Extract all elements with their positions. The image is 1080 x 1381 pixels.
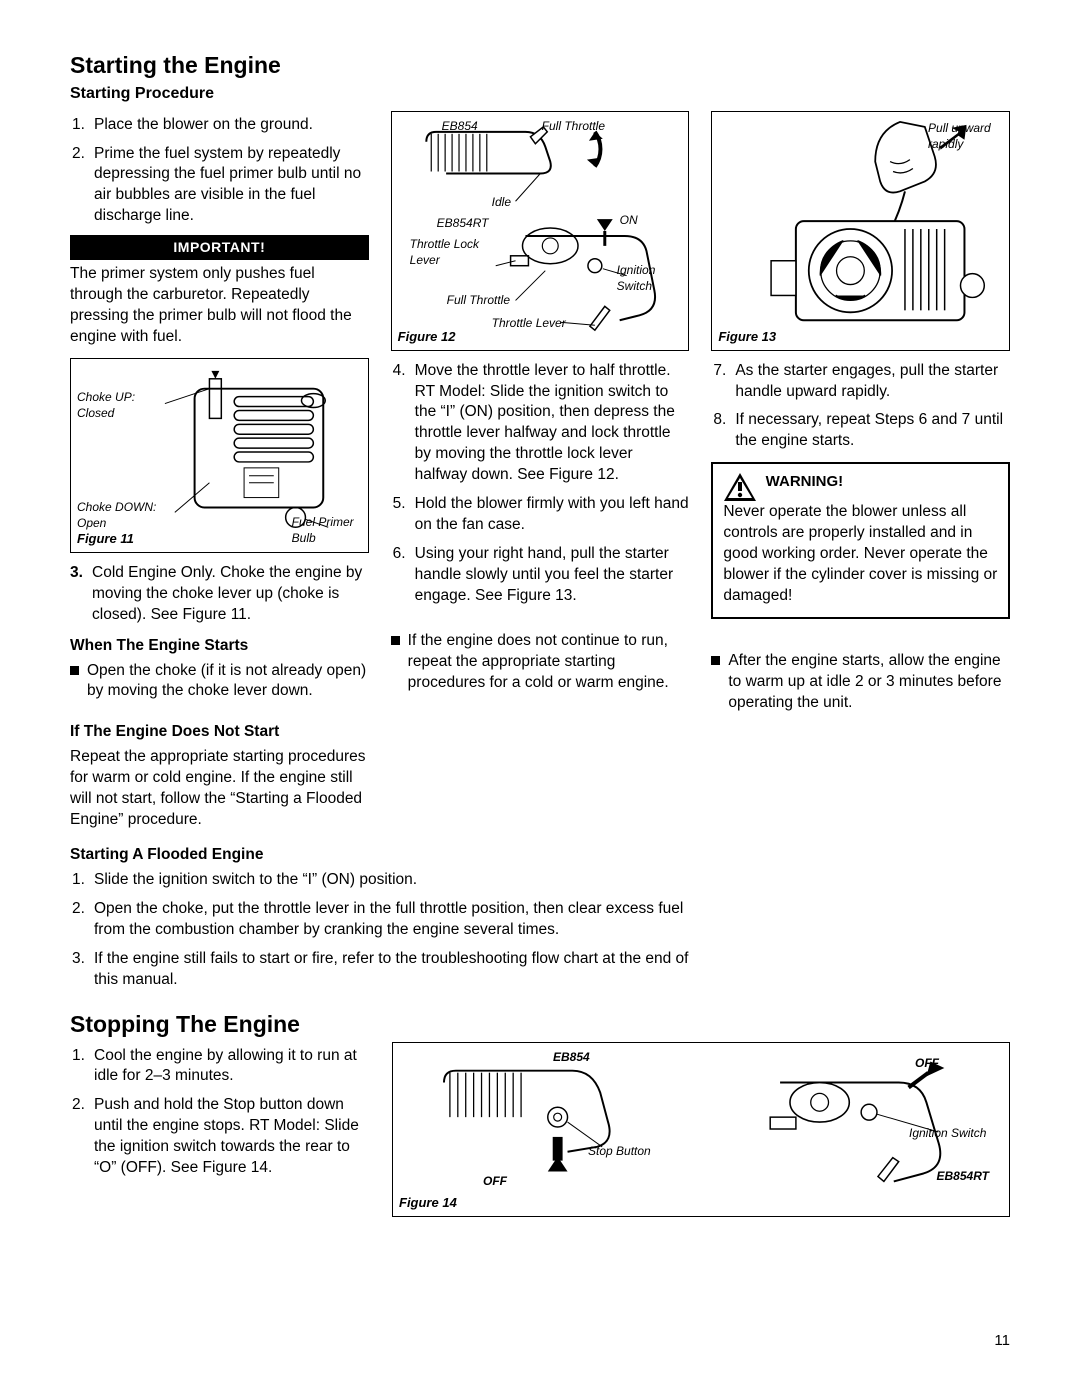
starting-steps-col2: 4.Move the throttle lever to half thrott… xyxy=(391,361,690,607)
three-column-layout: 1.Place the blower on the ground. 2.Prim… xyxy=(70,111,1010,831)
fig14-eb854rt: EB854RT xyxy=(937,1168,989,1184)
fig11-caption: Figure 11 xyxy=(77,530,134,548)
list-item: 3.If the engine still fails to start or … xyxy=(70,949,710,991)
when-engine-starts-title: When The Engine Starts xyxy=(70,636,369,657)
warning-header-row: WARNING! xyxy=(723,472,998,502)
stopping-steps-col: 1.Cool the engine by allowing it to run … xyxy=(70,1042,370,1227)
warning-text: Never operate the blower unless all cont… xyxy=(723,503,997,604)
section-subtitle: Starting Procedure xyxy=(70,83,1010,105)
list-item: 7.As the starter engages, pull the start… xyxy=(711,361,1010,403)
section-title: Stopping The Engine xyxy=(70,1009,1010,1040)
list-item: 4.Move the throttle lever to half thrott… xyxy=(391,361,690,487)
fig13-pull: Pull upward rapidly xyxy=(928,120,1003,152)
step3-number: 3. xyxy=(70,563,92,626)
fig11-choke-up: Choke UP: Closed xyxy=(77,389,157,421)
list-item: 2.Push and hold the Stop button down unt… xyxy=(70,1095,370,1179)
figure-14-container: EB854 OFF Stop Button OFF Ignition Switc… xyxy=(392,1042,1010,1227)
figure-11: Choke UP: Closed Choke DOWN: Open Fuel P… xyxy=(70,358,369,553)
bullet-square-icon xyxy=(391,636,400,645)
figure-13: Pull upward rapidly Figure 13 xyxy=(711,111,1010,351)
engine-not-start-text: Repeat the appropriate starting procedur… xyxy=(70,747,369,831)
list-item: 2.Prime the fuel system by repeatedly de… xyxy=(70,144,369,228)
warning-triangle-icon xyxy=(723,472,757,502)
fig12-eb854: EB854 xyxy=(442,118,478,134)
bullet-item: If the engine does not continue to run, … xyxy=(391,631,690,694)
list-item: 1.Cool the engine by allowing it to run … xyxy=(70,1046,370,1088)
fig12-idle: Idle xyxy=(492,194,511,210)
fig11-fuel-primer: Fuel Primer Bulb xyxy=(292,514,362,546)
warning-box: WARNING! Never operate the blower unless… xyxy=(711,462,1010,619)
list-item: 1.Place the blower on the ground. xyxy=(70,115,369,136)
fig14-caption: Figure 14 xyxy=(399,1194,457,1212)
fig12-on: ON xyxy=(620,212,638,228)
list-item: 1.Slide the ignition switch to the “I” (… xyxy=(70,870,710,891)
list-item: 5.Hold the blower firmly with you left h… xyxy=(391,494,690,536)
fig14-stop-button: Stop Button xyxy=(588,1143,651,1159)
bullet-square-icon xyxy=(70,666,79,675)
fig13-caption: Figure 13 xyxy=(718,328,776,346)
bullet-square-icon xyxy=(711,656,720,665)
fig14-off2: OFF xyxy=(915,1055,939,1071)
stopping-layout: 1.Cool the engine by allowing it to run … xyxy=(70,1042,1010,1227)
starting-steps-col3: 7.As the starter engages, pull the start… xyxy=(711,361,1010,453)
fig12-full-throttle2: Full Throttle xyxy=(447,292,510,308)
bullet-item: After the engine starts, allow the engin… xyxy=(711,651,1010,714)
flooded-engine-title: Starting A Flooded Engine xyxy=(70,845,1010,866)
page-number: 11 xyxy=(994,1331,1010,1351)
step-3: 3. Cold Engine Only. Choke the engine by… xyxy=(70,563,369,626)
fig14-ignition: Ignition Switch xyxy=(909,1125,999,1141)
column-1: 1.Place the blower on the ground. 2.Prim… xyxy=(70,111,369,831)
important-text: The primer system only pushes fuel throu… xyxy=(70,264,369,348)
engine-not-start-title: If The Engine Does Not Start xyxy=(70,722,369,743)
figure-14: EB854 OFF Stop Button OFF Ignition Switc… xyxy=(392,1042,1010,1217)
figure-12: EB854 Full Throttle Idle EB854RT ON Thro… xyxy=(391,111,690,351)
column-3: Pull upward rapidly Figure 13 7.As the s… xyxy=(711,111,1010,831)
flooded-steps: 1.Slide the ignition switch to the “I” (… xyxy=(70,870,710,991)
important-label: IMPORTANT! xyxy=(70,235,369,260)
step3-body: Cold Engine Only. Choke the engine by mo… xyxy=(92,563,369,626)
stopping-steps: 1.Cool the engine by allowing it to run … xyxy=(70,1046,370,1180)
fig12-eb854rt: EB854RT xyxy=(437,215,489,231)
section-title: Starting the Engine xyxy=(70,50,1010,81)
bullet-item: Open the choke (if it is not already ope… xyxy=(70,661,369,703)
fig12-ignition: Ignition Switch xyxy=(617,262,667,294)
warning-label: WARNING! xyxy=(766,473,844,490)
fig14-eb854: EB854 xyxy=(553,1049,590,1065)
fig12-throttle-lock: Throttle Lock Lever xyxy=(410,236,490,268)
fig12-caption: Figure 12 xyxy=(398,328,456,346)
column-2: EB854 Full Throttle Idle EB854RT ON Thro… xyxy=(391,111,690,831)
list-item: 6.Using your right hand, pull the starte… xyxy=(391,544,690,607)
fig12-throttle-lever: Throttle Lever xyxy=(492,315,566,331)
fig14-off1: OFF xyxy=(483,1173,507,1189)
list-item: 8.If necessary, repeat Steps 6 and 7 unt… xyxy=(711,410,1010,452)
starting-steps-col1: 1.Place the blower on the ground. 2.Prim… xyxy=(70,115,369,228)
fig12-full-throttle: Full Throttle xyxy=(542,118,605,134)
fig11-choke-down: Choke DOWN: Open xyxy=(77,499,177,531)
list-item: 2.Open the choke, put the throttle lever… xyxy=(70,899,710,941)
